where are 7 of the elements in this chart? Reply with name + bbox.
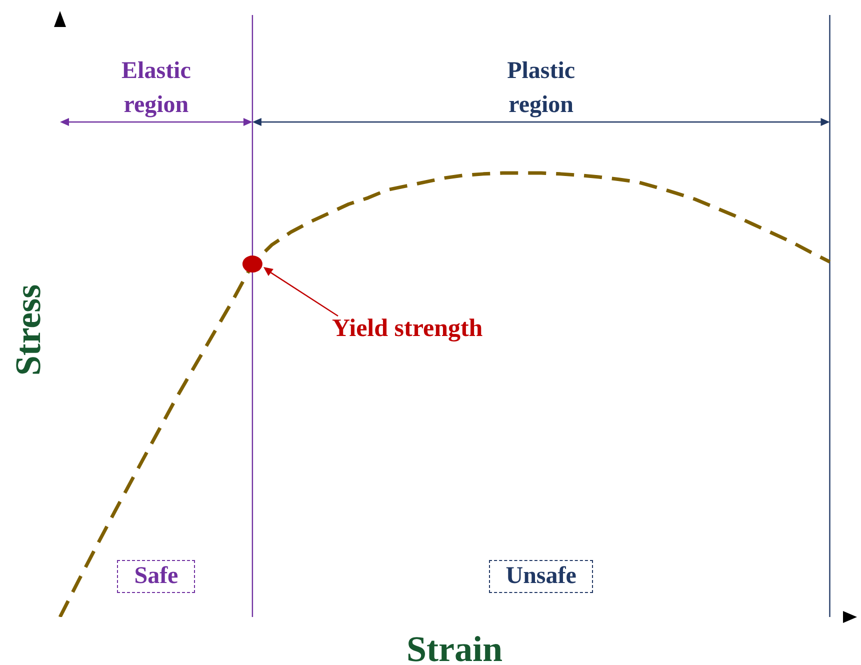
y-axis-title: Stress [7, 284, 49, 376]
annotation: Unsafe [488, 560, 594, 593]
text: Elastic region [120, 57, 192, 120]
annotation: Yield strength [332, 315, 483, 343]
x-axis-title: Strain [405, 628, 504, 665]
text: Plastic region [506, 57, 576, 120]
annotation: Safe [117, 560, 196, 593]
